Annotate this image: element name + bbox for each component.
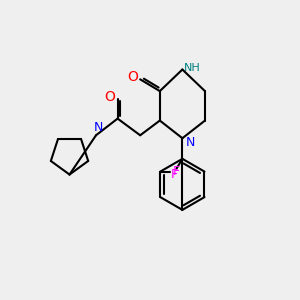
Text: F: F: [171, 168, 178, 181]
Text: F: F: [172, 165, 180, 178]
Text: N: N: [186, 136, 195, 148]
Text: O: O: [104, 90, 115, 104]
Text: N: N: [93, 121, 103, 134]
Text: O: O: [127, 70, 138, 84]
Text: NH: NH: [184, 63, 201, 73]
